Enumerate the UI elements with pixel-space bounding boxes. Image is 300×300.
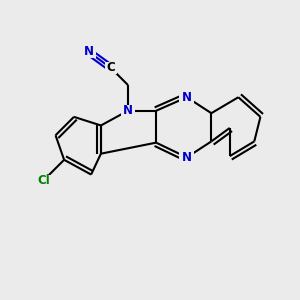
Bar	[105, 62, 117, 74]
Text: N: N	[84, 45, 94, 58]
Text: C: C	[106, 61, 115, 74]
Bar	[32, 175, 54, 187]
Bar	[179, 91, 194, 104]
Bar	[121, 105, 135, 117]
Bar	[81, 46, 96, 58]
Text: Cl: Cl	[37, 174, 50, 187]
Bar	[179, 151, 194, 164]
Text: N: N	[182, 91, 192, 104]
Text: N: N	[182, 151, 192, 164]
Text: N: N	[123, 104, 133, 117]
